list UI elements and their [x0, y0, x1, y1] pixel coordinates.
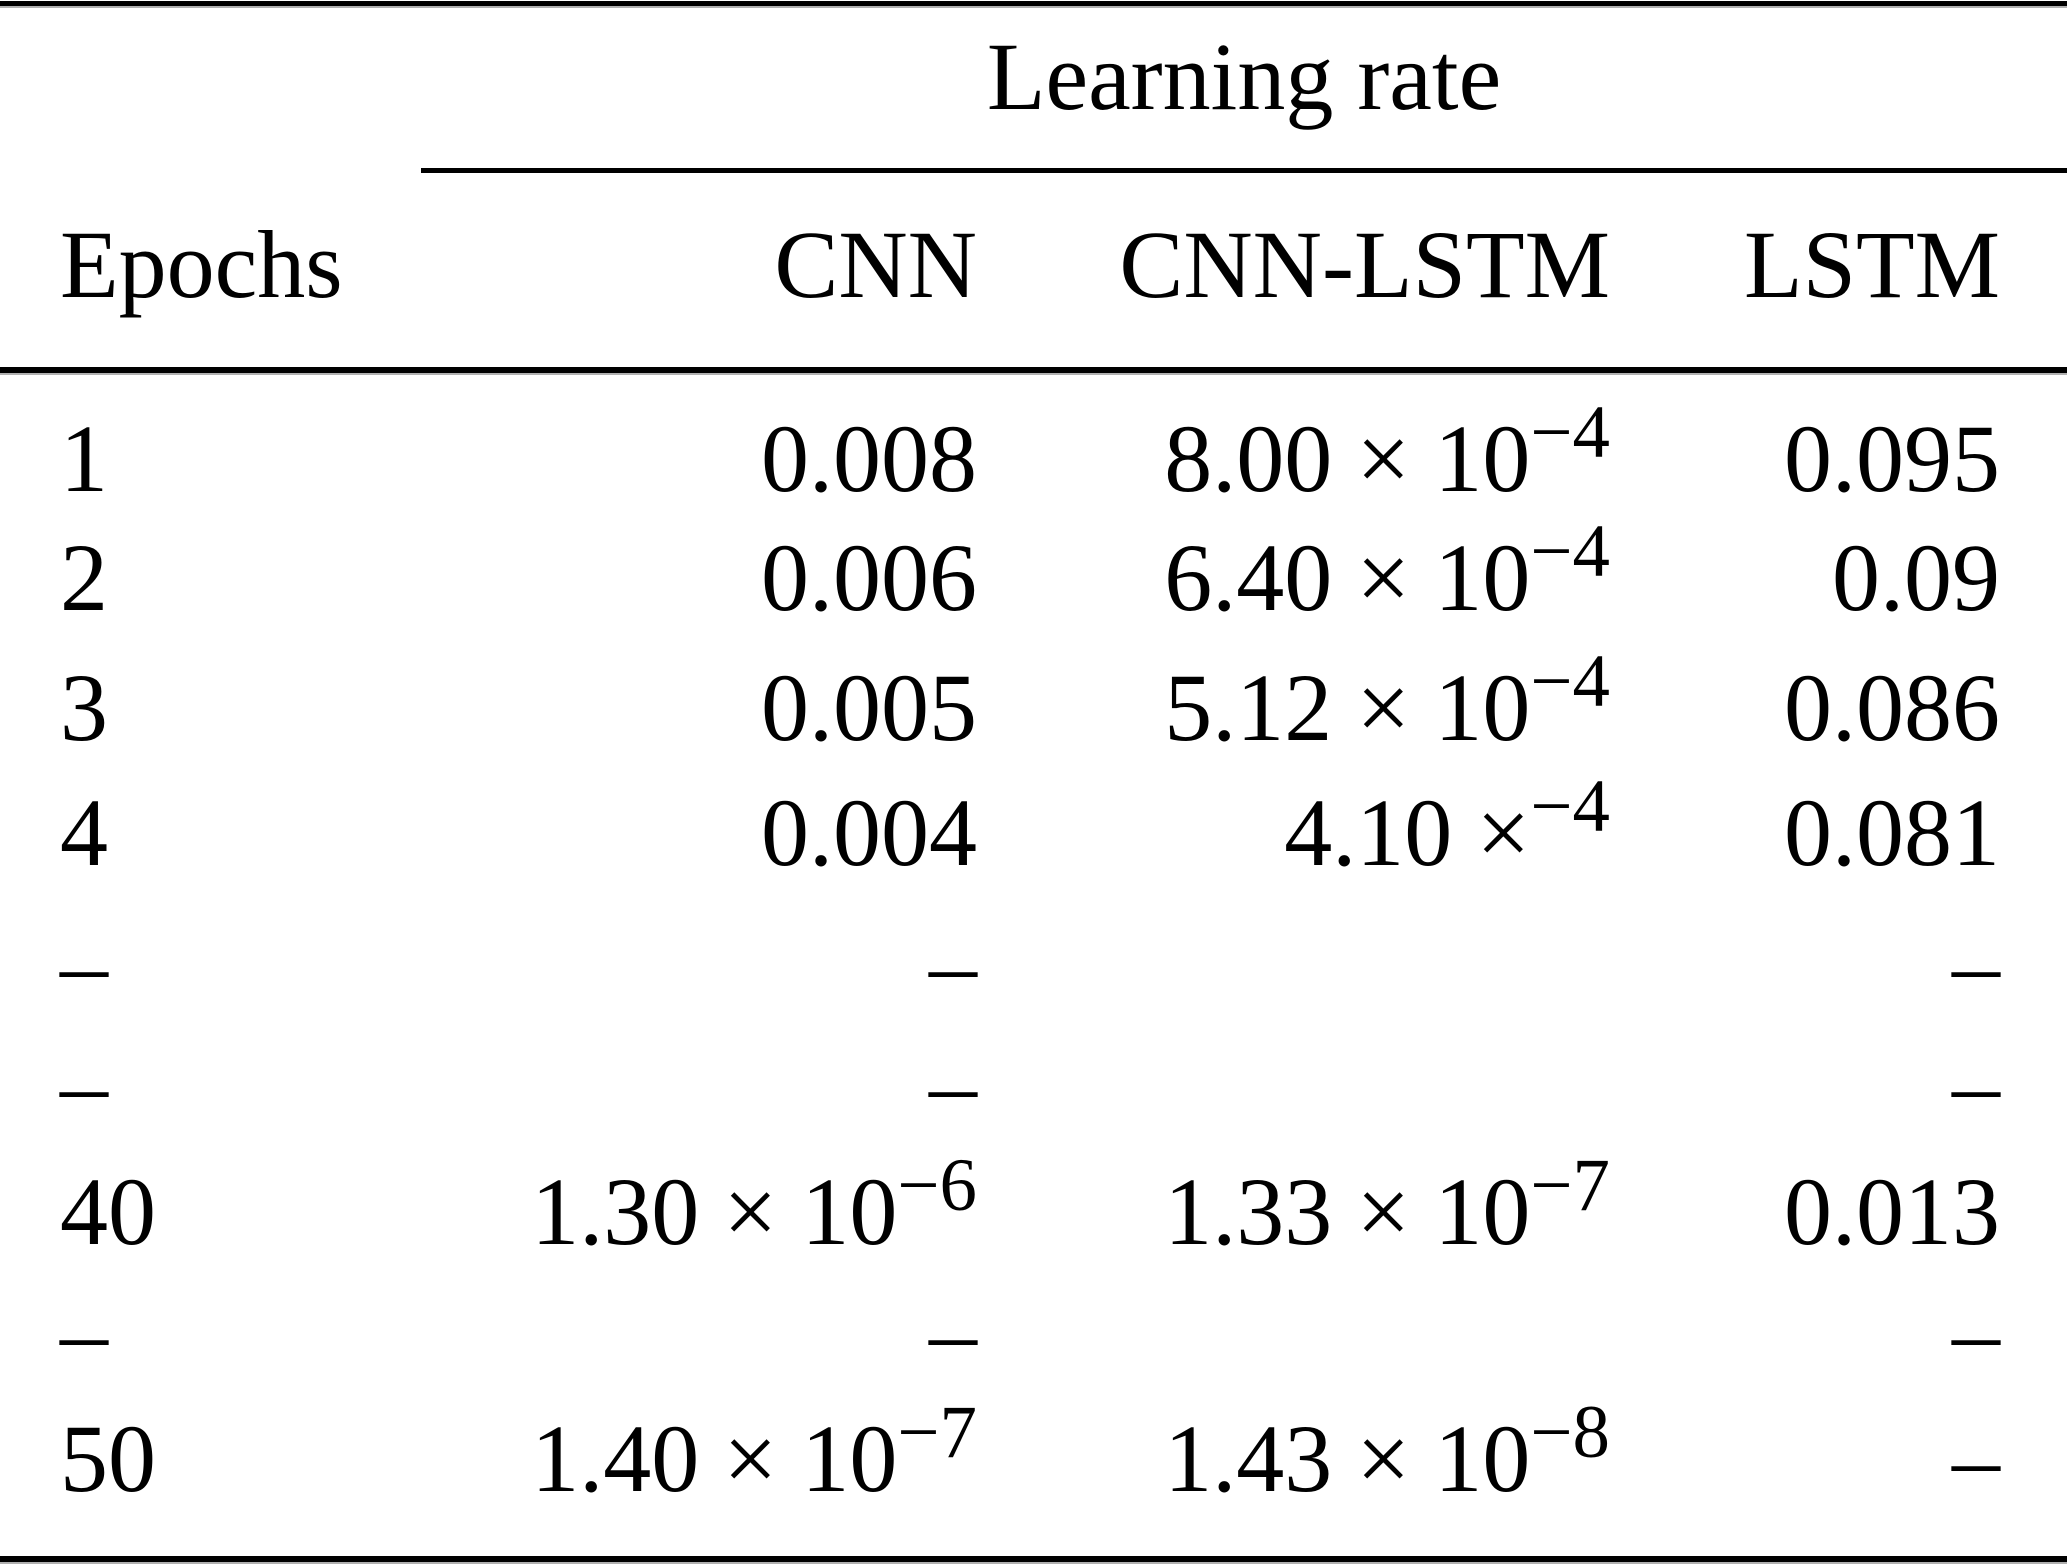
table-cell-epochs: –: [60, 1279, 108, 1386]
table-cell-epochs: 40: [60, 1158, 156, 1265]
table-cell-lstm: –: [1952, 1279, 2000, 1386]
column-header-cnn-lstm: CNN-LSTM: [1119, 211, 1610, 318]
table-row: – – –: [0, 1037, 2067, 1133]
table-cell-lstm: 0.081: [1784, 779, 2000, 886]
table-cell-cnn: 0.008: [761, 405, 977, 512]
table-cell-cnn-lstm: 4.10 ×−4: [1284, 765, 1610, 886]
table-cell-cnn-lstm: [977, 1285, 1610, 1381]
header-row: Epochs CNN CNN-LSTM LSTM: [0, 217, 2067, 313]
table-row: – – –: [0, 917, 2067, 1013]
table-row: 1 0.008 8.00 × 10−4 0.095: [0, 391, 2067, 512]
table-cell-cnn: 0.006: [761, 524, 977, 631]
table-cell-cnn: –: [929, 1279, 977, 1386]
table-cell-lstm: –: [1952, 1031, 2000, 1138]
table-cell-cnn-lstm: 1.33 × 10−7: [1164, 1144, 1610, 1265]
table-cell-cnn: –: [929, 1031, 977, 1138]
table-cell-cnn-lstm: 5.12 × 10−4: [1164, 640, 1610, 761]
table-cell-cnn-lstm: [977, 1037, 1610, 1133]
table-cell-lstm: 0.013: [1784, 1158, 2000, 1265]
table-cell-lstm: 0.086: [1784, 654, 2000, 761]
table-cell-lstm: –: [1952, 911, 2000, 1018]
table-cell-epochs: –: [60, 911, 108, 1018]
table-cell-cnn: 1.30 × 10−6: [531, 1144, 977, 1265]
table-row: – – –: [0, 1285, 2067, 1381]
table-cell-lstm: –: [1952, 1405, 2000, 1512]
table-cell-cnn: –: [929, 911, 977, 1018]
table-cell-lstm: 0.095: [1784, 405, 2000, 512]
table-cell-epochs: 1: [60, 405, 108, 512]
table-cell-cnn-lstm: 6.40 × 10−4: [1164, 510, 1610, 631]
top-rule: [0, 1, 2067, 6]
table-cell-cnn-lstm: 8.00 × 10−4: [1164, 391, 1610, 512]
table-cell-cnn: 0.004: [761, 779, 977, 886]
table-cell-epochs: 2: [60, 524, 108, 631]
column-header-cnn: CNN: [774, 211, 977, 318]
column-header-lstm: LSTM: [1743, 211, 2000, 318]
table-row: 2 0.006 6.40 × 10−4 0.09: [0, 510, 2067, 631]
table-title: Learning rate: [986, 23, 1502, 130]
table-cell-epochs: 4: [60, 779, 108, 886]
table-cell-epochs: 3: [60, 654, 108, 761]
table-cell-epochs: –: [60, 1031, 108, 1138]
bottom-rule: [0, 1556, 2067, 1562]
table-cell-lstm: 0.09: [1832, 524, 2000, 631]
table-row: 3 0.005 5.12 × 10−4 0.086: [0, 640, 2067, 761]
table-row: 40 1.30 × 10−6 1.33 × 10−7 0.013: [0, 1144, 2067, 1265]
table-row: 4 0.004 4.10 ×−4 0.081: [0, 765, 2067, 886]
table-row: 50 1.40 × 10−7 1.43 × 10−8 –: [0, 1391, 2067, 1512]
table-cell-cnn: 1.40 × 10−7: [531, 1391, 977, 1512]
header-separator-rule: [0, 367, 2067, 373]
table-cell-cnn: 0.005: [761, 654, 977, 761]
table-cell-cnn-lstm: [977, 917, 1610, 1013]
spanner-rule: [421, 168, 2067, 173]
column-header-epochs: Epochs: [60, 211, 343, 318]
table-cell-cnn-lstm: 1.43 × 10−8: [1164, 1391, 1610, 1512]
table-cell-epochs: 50: [60, 1405, 156, 1512]
